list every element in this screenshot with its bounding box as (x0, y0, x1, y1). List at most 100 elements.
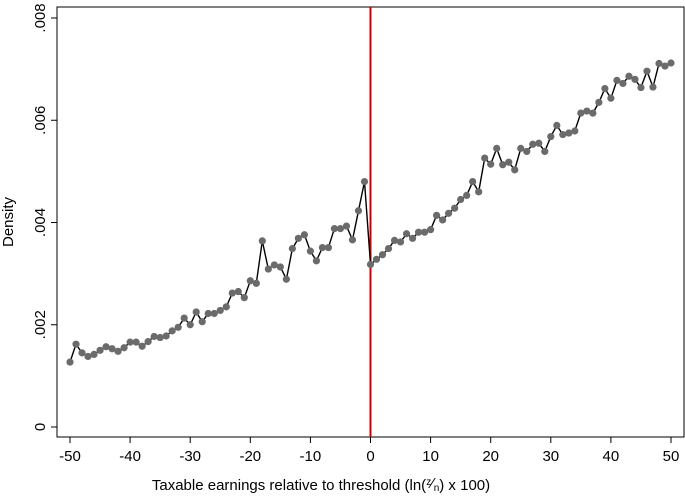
data-point (96, 346, 104, 354)
data-point (631, 75, 639, 83)
data-point (126, 338, 134, 346)
y-tick-label: 0 (32, 423, 49, 431)
y-tick-label: .008 (32, 3, 49, 32)
data-point (204, 309, 212, 318)
data-point (595, 98, 603, 106)
data-point (144, 338, 152, 346)
x-tick-label: 30 (542, 448, 559, 465)
data-point (306, 247, 314, 255)
data-point (661, 62, 669, 70)
data-point (487, 160, 495, 168)
data-point (168, 327, 176, 335)
data-point (559, 130, 567, 139)
data-point (360, 178, 369, 186)
data-point (439, 216, 447, 224)
data-point (180, 314, 188, 322)
data-point (583, 107, 591, 115)
data-point (228, 289, 236, 297)
data-point (655, 59, 663, 68)
data-point (649, 83, 657, 91)
data-point (108, 345, 116, 353)
data-point (288, 244, 296, 253)
data-point (264, 265, 272, 273)
y-tick-label: .004 (32, 208, 49, 237)
data-point (643, 67, 651, 75)
data-point (667, 59, 675, 67)
data-point (342, 222, 351, 230)
data-point (294, 234, 302, 242)
data-point (619, 79, 627, 88)
y-axis-label: Density (0, 196, 17, 247)
data-point (451, 204, 459, 212)
data-point (511, 166, 519, 174)
x-tick-label: 50 (663, 448, 680, 465)
data-point (234, 287, 242, 296)
data-point (433, 211, 441, 219)
x-axis-label-prefix: Taxable earnings relative to threshold (… (152, 477, 426, 494)
data-point (499, 161, 507, 169)
data-point (120, 344, 128, 352)
data-point (613, 76, 621, 84)
data-point (84, 352, 92, 361)
x-axis-label-denominator: n (434, 483, 440, 494)
data-point (637, 83, 645, 92)
data-point (493, 144, 501, 152)
data-point (90, 350, 98, 359)
axes: -50 -40 -30 -20 -10 0 10 20 30 40 50 0 .002 .004 .006.… (32, 3, 685, 465)
data-point (102, 343, 110, 351)
y-tick-label: .002 (32, 310, 49, 339)
data-point (336, 225, 345, 233)
x-tick-label: -30 (179, 448, 201, 465)
x-axis-label: Taxable earnings relative to threshold (… (152, 475, 490, 494)
data-point (324, 243, 333, 252)
data-point (553, 121, 561, 129)
data-point (78, 349, 86, 357)
data-point (138, 342, 146, 350)
data-point (252, 279, 260, 287)
x-tick-label: 10 (422, 448, 439, 465)
x-tick-label: -40 (119, 448, 141, 465)
data-point (396, 238, 405, 246)
data-point (222, 303, 230, 311)
data-point (216, 306, 224, 315)
data-point (505, 158, 513, 166)
data-point (547, 133, 555, 141)
data-point (258, 237, 266, 245)
data-point (348, 236, 357, 244)
data-point (420, 228, 429, 236)
x-tick-label: -20 (239, 448, 261, 465)
data-point (270, 261, 278, 269)
data-point (523, 147, 531, 156)
data-point (469, 178, 477, 186)
data-point (174, 323, 182, 331)
data-point (445, 209, 453, 217)
data-point (366, 260, 375, 269)
data-point (186, 321, 194, 329)
data-point (246, 277, 254, 285)
data-point (625, 72, 633, 80)
data-point (192, 308, 200, 316)
data-point (607, 94, 615, 102)
data-point (390, 236, 399, 244)
data-point (427, 226, 435, 234)
data-point (601, 84, 609, 93)
data-point (114, 347, 122, 355)
data-point (571, 127, 579, 135)
data-point (354, 207, 363, 215)
data-point (156, 333, 164, 342)
data-point (132, 338, 140, 346)
data-point (541, 147, 549, 156)
data-point (372, 255, 381, 263)
data-point (72, 340, 80, 348)
x-axis-label-numerator: z (426, 477, 431, 488)
data-point (318, 243, 327, 252)
x-axis-label-suffix: ) x 100) (439, 477, 490, 494)
data-point (282, 275, 290, 283)
data-point (312, 257, 321, 265)
x-axis-label-fraction-slash: ⁄ (427, 475, 436, 492)
data-point (414, 228, 423, 236)
x-tick-label: 20 (482, 448, 499, 465)
data-point (517, 144, 525, 152)
x-tick-label: -50 (59, 448, 81, 465)
